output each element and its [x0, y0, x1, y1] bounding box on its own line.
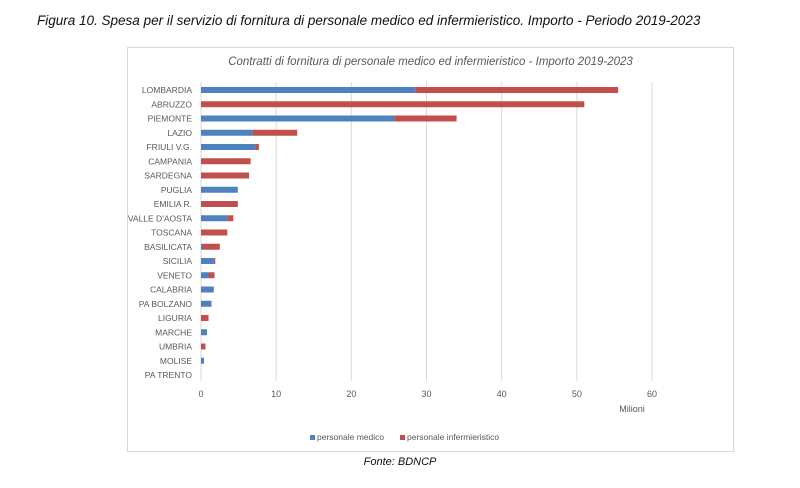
category-label: PA TRENTO [145, 370, 193, 380]
bar-medico [201, 329, 208, 336]
category-label: PIEMONTE [148, 114, 193, 124]
chart-frame [127, 47, 734, 452]
legend-label-medico: personale medico [317, 432, 385, 442]
bar-medico [201, 115, 395, 122]
category-label: LAZIO [167, 128, 192, 138]
category-label: PA BOLZANO [139, 299, 193, 309]
bar-infermieristico [201, 172, 250, 179]
category-label: UMBRIA [159, 342, 192, 352]
bar-medico [201, 87, 416, 93]
category-label: SARDEGNA [144, 171, 192, 181]
x-tick-label: 40 [497, 389, 507, 399]
bar-medico [201, 286, 214, 293]
legend-label-infermieristico: personale infermieristico [407, 432, 500, 442]
bar-infermieristico [208, 272, 215, 279]
category-label: MARCHE [155, 327, 192, 337]
x-tick-label: 20 [346, 389, 356, 399]
source-note: Fonte: BDNCP [363, 456, 437, 468]
bar-medico [201, 129, 253, 136]
category-label: EMILIA R. [154, 199, 192, 209]
bar-infermieristico [201, 158, 251, 165]
category-label: CAMPANIA [148, 156, 192, 166]
x-tick-label: 10 [271, 389, 281, 399]
bar-infermieristico [252, 129, 298, 136]
bar-infermieristico [201, 315, 209, 321]
category-label: CALABRIA [150, 285, 192, 295]
bar-infermieristico [202, 243, 220, 250]
legend-swatch-infermieristico [400, 434, 405, 440]
bar-infermieristico [201, 343, 206, 350]
legend-item-medico: personale medico [310, 432, 384, 442]
bar-medico [201, 243, 203, 250]
bar-medico [201, 300, 212, 307]
x-axis-label: Milioni [619, 404, 645, 414]
category-label: BASILICATA [144, 242, 192, 252]
category-label: SICILIA [163, 256, 193, 266]
category-label: TOSCANA [151, 228, 192, 238]
legend-swatch-medico [310, 434, 315, 440]
bar-medico [201, 357, 205, 364]
category-label: MOLISE [160, 356, 192, 366]
bar-infermieristico [255, 144, 259, 150]
bar-medico [201, 258, 214, 264]
category-label: ABRUZZO [151, 99, 192, 109]
bar-infermieristico [201, 201, 238, 207]
legend-item-infermieristico: personale infermieristico [400, 432, 499, 442]
category-label: PUGLIA [161, 185, 193, 195]
bar-infermieristico [227, 215, 234, 222]
bar-infermieristico [201, 229, 228, 236]
x-tick-label: 60 [647, 389, 657, 399]
bar-infermieristico [201, 101, 585, 108]
bar-medico [201, 144, 256, 150]
x-tick-label: 30 [421, 389, 431, 399]
bar-infermieristico [394, 115, 457, 122]
category-label: LOMBARDIA [142, 85, 192, 95]
category-label: LIGURIA [158, 313, 192, 323]
x-tick-label: 50 [572, 389, 582, 399]
category-label: VENETO [157, 270, 192, 280]
bar-medico [201, 186, 238, 193]
figure-title: Figura 10. Spesa per il servizio di forn… [37, 13, 701, 28]
chart-title: Contratti di fornitura di personale medi… [228, 56, 633, 68]
category-label: VALLE D'AOSTA [128, 213, 192, 223]
bar-infermieristico [213, 258, 216, 264]
x-tick-label: 0 [198, 389, 203, 399]
bar-medico [201, 272, 209, 279]
bar-infermieristico [415, 87, 619, 93]
bar-medico [201, 215, 228, 222]
category-label: FRIULI V.G. [146, 142, 192, 152]
